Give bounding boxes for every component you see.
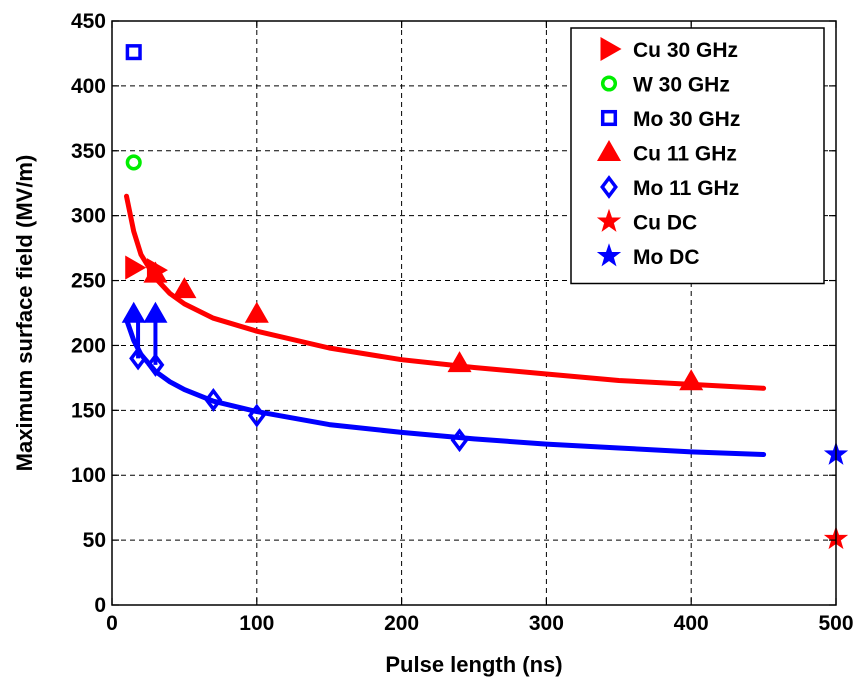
x-tick-label: 0 <box>106 612 118 635</box>
y-tick-label: 100 <box>71 464 106 487</box>
y-tick-label: 250 <box>71 270 106 293</box>
legend-marker <box>600 36 622 62</box>
fit-curves <box>124 193 767 457</box>
data-marks <box>121 44 849 550</box>
ticks: 0 100 200 300 400 500 0 50 100 150 200 250 300 350 400… <box>71 10 854 635</box>
point-mo-11-ghz <box>129 346 148 371</box>
x-tick-label: 100 <box>239 612 274 635</box>
legend-label: Mo 11 GHz <box>633 177 739 200</box>
point-w-30-ghz <box>125 154 142 171</box>
point-cu-11-ghz <box>447 351 472 373</box>
legend-marker <box>600 109 618 127</box>
point-cu-11-ghz <box>172 277 197 299</box>
y-tick-label: 50 <box>83 529 106 552</box>
x-tick-label: 200 <box>384 612 419 635</box>
x-tick-label: 300 <box>529 612 564 635</box>
legend-label: Mo 30 GHz <box>633 108 740 131</box>
legend-marker <box>596 208 622 232</box>
plot-frame <box>111 20 837 606</box>
legend-marker <box>600 175 618 199</box>
legend-marker <box>596 139 622 161</box>
y-tick-label: 450 <box>71 10 106 33</box>
legend-label: Cu DC <box>633 212 697 235</box>
x-axis-label: Pulse length (ns) <box>385 652 562 677</box>
fit-curve-1 <box>124 317 767 457</box>
legend-marker <box>600 75 618 92</box>
arrow-head-marker <box>143 301 168 323</box>
x-tick-label: 400 <box>674 612 709 635</box>
point-mo-11-ghz <box>146 352 165 377</box>
y-tick-label: 350 <box>71 140 106 163</box>
point-mo-11-ghz <box>204 388 223 412</box>
y-tick-label: 400 <box>71 75 106 98</box>
legend-label: Mo DC <box>633 246 700 269</box>
legend: Cu 30 GHz W 30 GHz Mo 30 GHz Cu 11 GHz Mo 11… <box>570 27 825 285</box>
legend-label: Cu 11 GHz <box>633 143 737 166</box>
y-axis-label: Maximum surface field (MV/m) <box>12 155 37 472</box>
point-mo-30-ghz <box>125 44 142 61</box>
point-cu-11-ghz <box>143 261 168 283</box>
legend-label: Cu 30 GHz <box>633 39 738 62</box>
point-mo-11-ghz <box>247 403 266 428</box>
legend-marker <box>596 243 622 267</box>
arrow-head-marker <box>121 301 146 323</box>
y-tick-label: 200 <box>71 334 106 357</box>
point-mo-11-ghz <box>450 428 469 453</box>
fit-curve-0 <box>124 193 767 391</box>
point-cu-11-ghz <box>244 301 269 323</box>
point-cu-11-ghz <box>679 369 704 391</box>
y-tick-label: 300 <box>71 205 106 228</box>
x-tick-label: 500 <box>818 612 853 635</box>
y-tick-label: 0 <box>94 594 106 617</box>
y-tick-label: 150 <box>71 399 106 422</box>
point-cu-30-ghz <box>125 255 147 280</box>
legend-label: W 30 GHz <box>633 74 730 97</box>
